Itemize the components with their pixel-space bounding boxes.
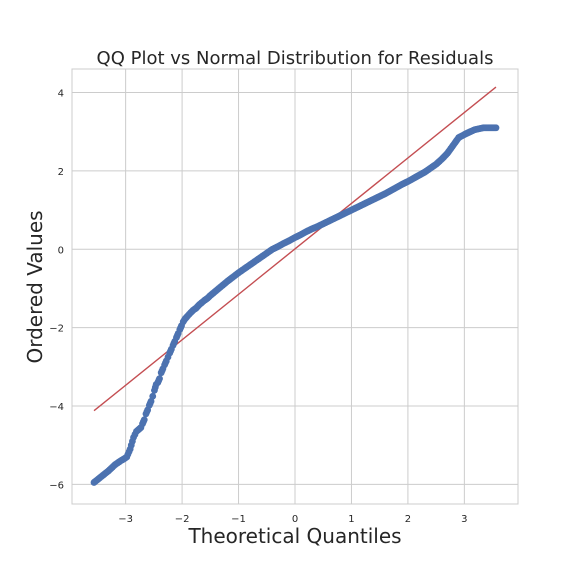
y-tick-label: −6 bbox=[49, 480, 64, 491]
y-tick-label: 4 bbox=[58, 89, 64, 100]
x-tick-label: 1 bbox=[348, 514, 354, 525]
y-axis-label: Ordered Values bbox=[23, 210, 47, 363]
data-point bbox=[149, 392, 157, 400]
data-point bbox=[492, 124, 500, 132]
x-tick-label: −2 bbox=[175, 514, 190, 525]
reference-line bbox=[93, 86, 497, 412]
x-tick-label: 3 bbox=[461, 514, 467, 525]
chart-title: QQ Plot vs Normal Distribution for Resid… bbox=[97, 48, 494, 69]
y-tick-label: 2 bbox=[58, 167, 64, 178]
data-point bbox=[140, 416, 148, 424]
reference-line-layer bbox=[93, 86, 497, 412]
plot-frame bbox=[71, 68, 519, 505]
x-tick-label: 2 bbox=[405, 514, 411, 525]
data-point bbox=[156, 375, 163, 382]
plot-area bbox=[71, 68, 519, 505]
y-tick-label: 0 bbox=[58, 245, 64, 256]
y-tick-labels: −6 −4 −2 0 2 4 bbox=[49, 89, 64, 492]
x-tick-labels: −3 −2 −1 0 1 2 3 bbox=[118, 514, 467, 525]
x-tick-label: 0 bbox=[292, 514, 298, 525]
x-axis-label: Theoretical Quantiles bbox=[187, 524, 401, 548]
y-tick-label: −4 bbox=[49, 402, 64, 413]
x-tick-label: −1 bbox=[231, 514, 246, 525]
x-tick-label: −3 bbox=[118, 514, 133, 525]
y-tick-label: −2 bbox=[49, 324, 64, 335]
data-points bbox=[90, 124, 500, 486]
